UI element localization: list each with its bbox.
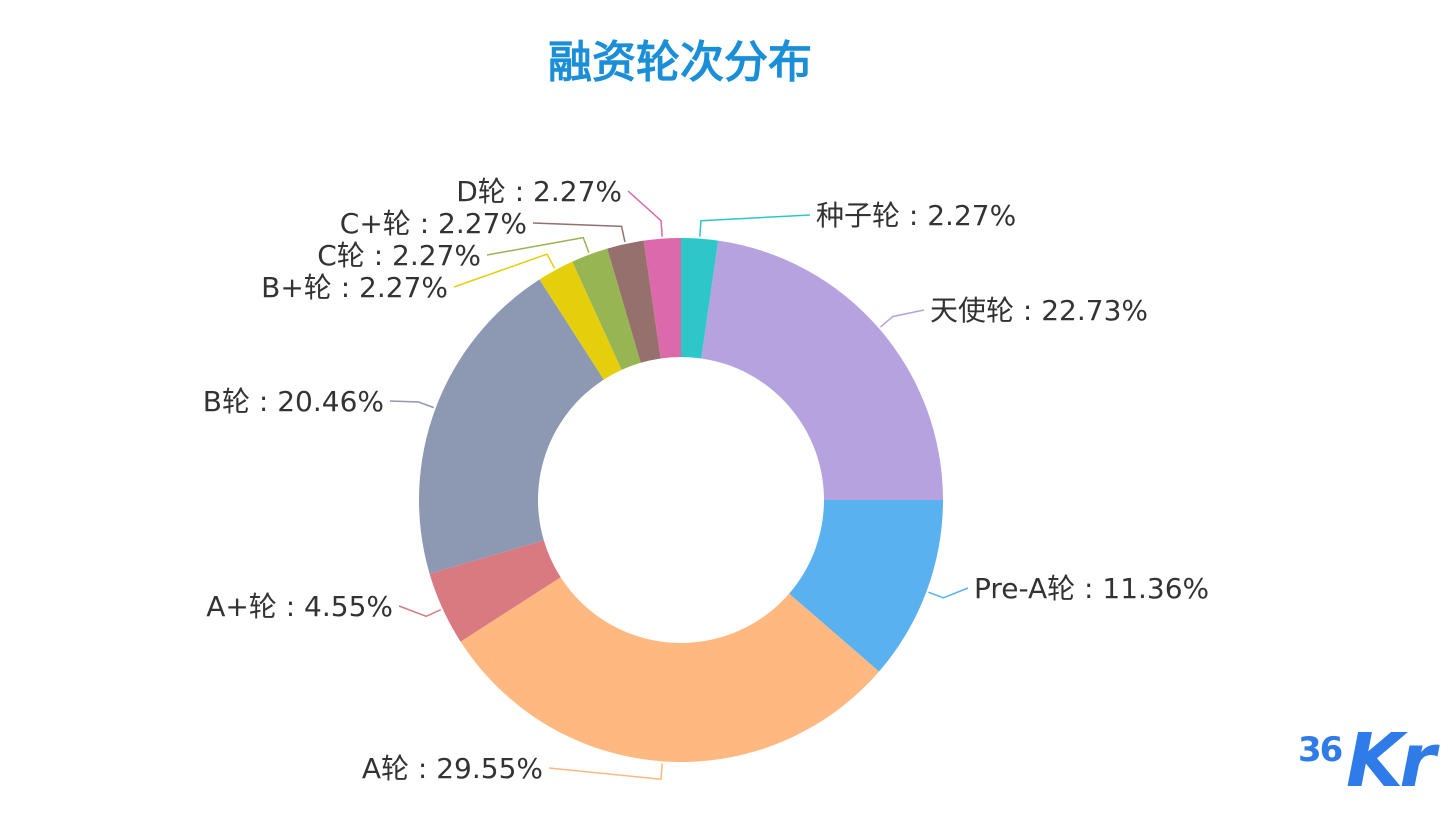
leader-line-D轮 xyxy=(627,190,663,237)
slice-label-C+轮: C+轮 : 2.27% xyxy=(340,207,527,240)
slice-C轮 xyxy=(572,248,641,370)
slice-label-Pre-A轮: Pre-A轮 : 11.36% xyxy=(974,572,1209,605)
slice-A+轮 xyxy=(429,540,561,642)
logo-kr-text: Kr xyxy=(1346,718,1436,804)
logo-36kr: 36 Kr xyxy=(1296,718,1436,806)
slice-label-B+轮: B+轮 : 2.27% xyxy=(261,271,448,304)
slice-label-B轮: B轮 : 20.46% xyxy=(203,385,384,418)
leader-line-C+轮 xyxy=(532,222,626,243)
leader-line-A轮 xyxy=(548,763,663,781)
slice-label-种子轮: 种子轮 : 2.27% xyxy=(816,199,1016,232)
logo-36-text: 36 xyxy=(1298,730,1343,770)
leader-line-A+轮 xyxy=(398,605,442,618)
chart-title: 融资轮次分布 xyxy=(548,37,812,88)
slice-Pre-A轮 xyxy=(789,500,943,672)
leader-line-Pre-A轮 xyxy=(928,587,969,599)
slice-种子轮 xyxy=(681,238,719,359)
slices xyxy=(418,238,943,762)
leader-line-种子轮 xyxy=(699,214,811,237)
slice-C+轮 xyxy=(607,240,661,363)
leader-line-B+轮 xyxy=(453,253,556,288)
slice-B+轮 xyxy=(539,261,622,380)
leader-line-C轮 xyxy=(486,236,590,256)
slice-B轮 xyxy=(418,279,604,574)
leader-line-B轮 xyxy=(389,400,434,409)
slice-labels: 种子轮 : 2.27% 天使轮 : 22.73% Pre-A轮 : 11.36% A轮… xyxy=(203,175,1209,785)
slice-label-A+轮: A+轮 : 4.55% xyxy=(206,590,393,623)
leader-line-天使轮 xyxy=(880,309,925,328)
slice-label-天使轮: 天使轮 : 22.73% xyxy=(930,294,1148,327)
slice-A轮 xyxy=(460,577,880,762)
slice-天使轮 xyxy=(701,240,943,500)
slice-label-C轮: C轮 : 2.27% xyxy=(317,239,481,272)
slice-label-A轮: A轮 : 29.55% xyxy=(362,752,543,785)
slice-label-D轮: D轮 : 2.27% xyxy=(456,175,622,208)
slice-D轮 xyxy=(643,238,681,359)
